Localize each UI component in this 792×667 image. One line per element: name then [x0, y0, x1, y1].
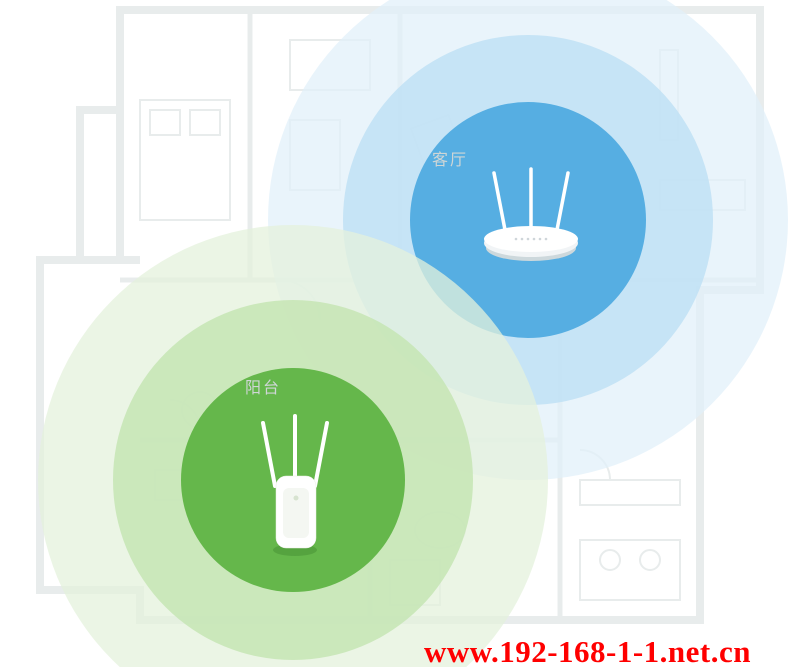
balcony-label: 阳台	[245, 374, 281, 398]
watermark-text: www.192-168-1-1.net.cn	[424, 634, 751, 667]
wifi-extender-icon	[253, 408, 338, 558]
diagram-canvas: 客厅 阳台 www.192-168-1-1.net.cn	[0, 0, 792, 667]
living-room-label: 客厅	[432, 146, 468, 170]
wifi-router-icon	[476, 165, 586, 265]
